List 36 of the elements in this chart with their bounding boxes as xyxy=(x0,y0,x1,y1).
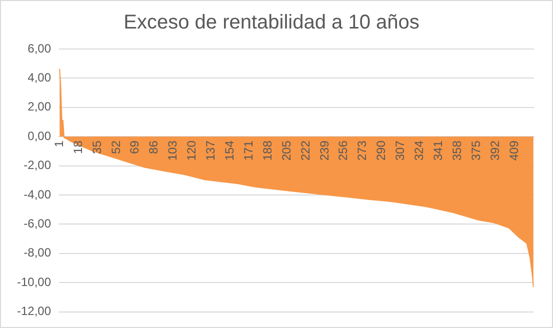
x-tick-label: 392 xyxy=(488,140,502,161)
y-tick-label: 6,00 xyxy=(28,41,52,56)
y-tick-label: 0,00 xyxy=(28,128,52,143)
x-tick-label: 86 xyxy=(146,140,161,154)
x-tick-label: 341 xyxy=(430,140,445,161)
x-tick-label: 256 xyxy=(336,140,350,161)
y-tick-label: 4,00 xyxy=(28,70,52,85)
x-tick-label: 1 xyxy=(52,140,66,148)
x-tick-label: 358 xyxy=(450,140,464,161)
x-tick-label: 375 xyxy=(468,140,483,161)
x-tick-label: 171 xyxy=(241,140,256,161)
x-tick-label: 18 xyxy=(70,140,85,154)
x-tick-label: 290 xyxy=(374,140,388,161)
x-tick-label: 52 xyxy=(108,140,123,154)
x-tick-label: 205 xyxy=(279,140,294,161)
x-tick-label: 154 xyxy=(222,140,236,161)
y-tick-label: -8,00 xyxy=(24,246,52,260)
x-tick-label: 222 xyxy=(298,140,312,161)
x-tick-label: 69 xyxy=(128,140,142,154)
x-tick-label: 409 xyxy=(506,140,521,161)
x-tick-label: 35 xyxy=(90,140,104,154)
y-tick-label: -12,00 xyxy=(16,304,52,318)
x-tick-label: 103 xyxy=(166,140,180,161)
x-tick-label: 188 xyxy=(260,140,274,161)
y-tick-label: -2,00 xyxy=(24,158,52,172)
y-tick-label: 2,00 xyxy=(28,100,52,114)
x-tick-label: 120 xyxy=(184,140,199,161)
y-tick-label: -4,00 xyxy=(24,187,52,202)
y-tick-label: -10,00 xyxy=(16,274,52,289)
x-tick-label: 324 xyxy=(412,140,426,161)
x-tick-label: 307 xyxy=(393,140,408,161)
chart-title: Exceso de rentabilidad a 10 años xyxy=(124,12,420,34)
x-tick-label: 273 xyxy=(355,140,370,161)
x-tick-label: 239 xyxy=(317,140,332,161)
x-tick-label: 137 xyxy=(204,140,218,161)
y-tick-label: -6,00 xyxy=(24,216,52,231)
